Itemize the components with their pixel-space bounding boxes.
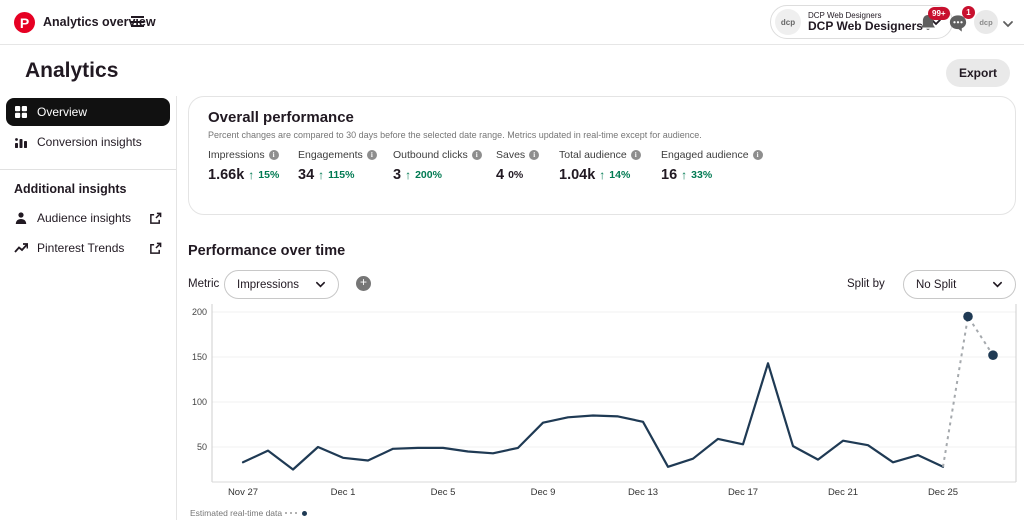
sidebar-item-overview[interactable]: Overview — [6, 98, 170, 126]
info-icon[interactable]: i — [366, 150, 377, 160]
metric-label: Engaged audience — [661, 149, 749, 161]
svg-text:Nov 27: Nov 27 — [228, 487, 258, 498]
overall-performance-subtitle: Percent changes are compared to 30 days … — [208, 130, 702, 140]
metric-impressions: Impressions i 1.66k ↑ 15% — [208, 149, 298, 183]
sidebar-item-label: Overview — [37, 105, 88, 119]
arrow-up-icon: ↑ — [318, 168, 325, 182]
metric-change: 14% — [609, 169, 631, 181]
metric-total-audience: Total audience i 1.04k ↑ 14% — [559, 149, 661, 183]
account-name-small: DCP Web Designers — [808, 10, 882, 20]
metric-label: Saves — [496, 149, 526, 161]
svg-text:Dec 9: Dec 9 — [531, 487, 556, 498]
info-icon[interactable]: i — [268, 150, 279, 160]
chevron-down-icon — [931, 19, 941, 26]
sidebar: Overview Conversion insights Additional … — [0, 96, 177, 520]
footnote-label: Estimated real-time data — [190, 508, 283, 518]
hamburger-icon[interactable] — [131, 16, 144, 27]
svg-text:200: 200 — [192, 307, 207, 317]
split-by-value: No Split — [916, 278, 957, 291]
metric-engaged-audience: Engaged audience i 16 ↑ 33% — [661, 149, 771, 183]
split-by-dropdown[interactable]: No Split — [903, 270, 1016, 299]
metrics-row: Impressions i 1.66k ↑ 15% Engagements i 34 ↑ 1… — [208, 149, 771, 183]
sidebar-divider — [0, 169, 176, 170]
profile-chevron-down-icon[interactable] — [1002, 17, 1014, 35]
metric-dropdown-label: Metric — [188, 278, 220, 290]
metric-engagements: Engagements i 34 ↑ 115% — [298, 149, 393, 183]
info-icon[interactable]: i — [752, 150, 763, 160]
notifications-badge: 99+ — [928, 7, 950, 20]
sidebar-item-conversion-insights[interactable]: Conversion insights — [6, 128, 170, 156]
performance-over-time-title: Performance over time — [188, 243, 346, 259]
svg-text:Dec 13: Dec 13 — [628, 487, 658, 498]
arrow-up-icon: ↑ — [681, 168, 688, 182]
chevron-down-icon — [316, 281, 325, 288]
svg-text:Dec 25: Dec 25 — [928, 487, 958, 498]
page-title: Analytics — [25, 59, 119, 82]
metric-value: 1.66k — [208, 167, 245, 183]
svg-text:150: 150 — [192, 352, 207, 362]
top-bar: P Analytics overview dcp DCP Web Designe… — [0, 0, 1024, 45]
metric-value: 16 — [661, 167, 678, 183]
person-icon — [15, 212, 27, 224]
export-button[interactable]: Export — [945, 59, 1010, 87]
chevron-down-icon — [993, 281, 1002, 288]
arrow-up-icon: ↑ — [405, 168, 412, 182]
metric-change: 115% — [328, 169, 355, 181]
bar-chart-icon — [15, 138, 27, 148]
arrow-up-icon: ↑ — [599, 168, 606, 182]
trending-up-icon — [14, 243, 28, 253]
metric-change: 33% — [691, 169, 713, 181]
sidebar-item-label: Conversion insights — [37, 135, 142, 149]
sidebar-item-label: Audience insights — [37, 211, 132, 225]
metric-dropdown-value: Impressions — [237, 278, 299, 291]
metric-outbound-clicks: Outbound clicks i 3 ↑ 200% — [393, 149, 496, 183]
estimated-dot-icon — [302, 510, 308, 516]
svg-text:Dec 17: Dec 17 — [728, 487, 758, 498]
topbar-title: Analytics overview — [43, 15, 156, 29]
overall-performance-card: Overall performance Percent changes are … — [188, 96, 1016, 215]
metric-value: 1.04k — [559, 167, 596, 183]
metric-change: 0% — [508, 169, 524, 181]
chart-footnote: Estimated real-time data — [190, 508, 308, 518]
arrow-up-icon: ↑ — [248, 168, 255, 182]
metric-change: 15% — [258, 169, 280, 181]
messages-chat-icon[interactable] — [948, 14, 968, 38]
svg-text:Dec 1: Dec 1 — [331, 487, 356, 498]
impressions-line-chart[interactable]: 50 100 150 200 Nov 27 Dec 1 Dec 5 Dec 9 Dec 13 De… — [188, 302, 1024, 502]
metric-label: Total audience — [559, 149, 627, 161]
info-icon[interactable]: i — [630, 150, 641, 160]
svg-text:100: 100 — [192, 397, 207, 407]
metric-change: 200% — [415, 169, 442, 181]
external-link-icon — [150, 242, 162, 254]
info-icon[interactable]: i — [529, 150, 540, 160]
metric-label: Impressions — [208, 149, 265, 161]
metric-dropdown[interactable]: Impressions — [224, 270, 339, 299]
metric-value: 4 — [496, 167, 505, 183]
external-link-icon — [150, 212, 162, 224]
metric-value: 3 — [393, 167, 402, 183]
svg-text:50: 50 — [197, 442, 207, 452]
add-metric-plus-icon[interactable]: + — [356, 276, 371, 291]
svg-text:Dec 21: Dec 21 — [828, 487, 858, 498]
sidebar-item-audience-insights[interactable]: Audience insights — [6, 204, 170, 232]
profile-avatar[interactable]: dcp — [974, 10, 998, 34]
account-name-bold: DCP Web Designers — [808, 18, 923, 33]
overall-performance-title: Overall performance — [208, 109, 354, 126]
account-avatar: dcp — [775, 9, 801, 35]
sidebar-item-label: Pinterest Trends — [37, 241, 125, 255]
messages-badge: 1 — [962, 6, 975, 19]
grid-icon — [15, 106, 27, 118]
sidebar-section-title: Additional insights — [14, 182, 127, 196]
pinterest-logo-icon[interactable]: P — [14, 12, 35, 33]
svg-text:Dec 5: Dec 5 — [431, 487, 456, 498]
metric-label: Engagements — [298, 149, 363, 161]
sidebar-item-pinterest-trends[interactable]: Pinterest Trends — [6, 234, 170, 262]
metric-value: 34 — [298, 167, 315, 183]
split-by-label: Split by — [847, 278, 885, 290]
info-icon[interactable]: i — [471, 150, 482, 160]
metric-label: Outbound clicks — [393, 149, 468, 161]
account-names: DCP Web Designers DCP Web Designers — [808, 11, 923, 34]
